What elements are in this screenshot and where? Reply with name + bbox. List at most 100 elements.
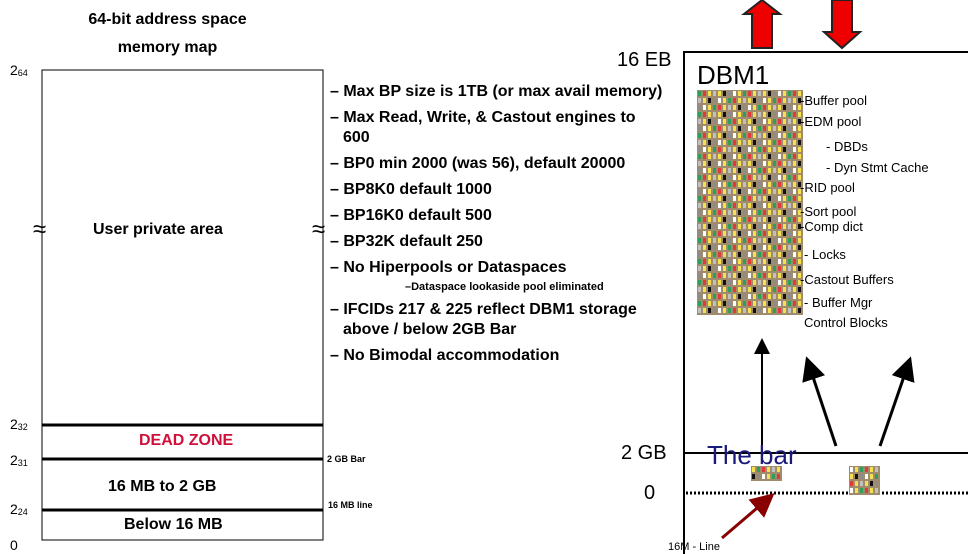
cell <box>793 231 796 236</box>
cell <box>728 294 731 299</box>
cell <box>733 266 736 271</box>
cell <box>763 203 766 208</box>
cell <box>713 154 716 159</box>
cell <box>768 203 771 208</box>
cell <box>733 196 736 201</box>
cell <box>773 280 776 285</box>
cell <box>798 252 801 257</box>
cell <box>713 224 716 229</box>
cell <box>743 252 746 257</box>
cell <box>748 147 751 152</box>
cell <box>698 105 701 110</box>
cell <box>703 196 706 201</box>
cell <box>748 266 751 271</box>
cell <box>728 140 731 145</box>
base: 2 <box>10 501 18 517</box>
cell <box>798 245 801 250</box>
cell <box>718 280 721 285</box>
cell <box>703 105 706 110</box>
cell <box>703 252 706 257</box>
cell <box>753 238 756 243</box>
cell <box>773 140 776 145</box>
cell <box>778 301 781 306</box>
cell <box>723 140 726 145</box>
cell <box>753 133 756 138</box>
cell <box>783 217 786 222</box>
cell <box>763 105 766 110</box>
cell <box>773 105 776 110</box>
bullet: – Max Read, Write, & Castout engines to … <box>330 108 665 148</box>
cell <box>768 238 771 243</box>
cell <box>763 245 766 250</box>
cell <box>733 119 736 124</box>
cell <box>733 210 736 215</box>
cell <box>743 196 746 201</box>
cell <box>788 98 791 103</box>
cell <box>738 238 741 243</box>
cell <box>728 133 731 138</box>
cell <box>748 126 751 131</box>
cell <box>768 266 771 271</box>
cell <box>870 474 873 479</box>
cell <box>748 182 751 187</box>
cell <box>738 308 741 313</box>
cell <box>778 119 781 124</box>
cell <box>743 189 746 194</box>
pool-label: -Sort pool <box>800 204 856 219</box>
cell <box>753 175 756 180</box>
cell <box>773 112 776 117</box>
cell <box>713 105 716 110</box>
cell <box>738 210 741 215</box>
cell <box>783 245 786 250</box>
cell <box>763 175 766 180</box>
cell <box>773 273 776 278</box>
cell <box>708 210 711 215</box>
cell <box>855 488 858 493</box>
cell <box>713 301 716 306</box>
cell <box>713 273 716 278</box>
cell <box>718 294 721 299</box>
cell <box>753 119 756 124</box>
cell <box>768 217 771 222</box>
cell <box>708 147 711 152</box>
cell <box>783 266 786 271</box>
cell <box>738 119 741 124</box>
cell <box>728 196 731 201</box>
cell <box>870 488 873 493</box>
cell <box>783 98 786 103</box>
cell <box>698 175 701 180</box>
cell <box>703 189 706 194</box>
cell <box>713 210 716 215</box>
cell <box>768 98 771 103</box>
cell <box>698 168 701 173</box>
region-label: DEAD ZONE <box>139 432 233 450</box>
cell <box>708 119 711 124</box>
cell <box>798 161 801 166</box>
cell <box>738 98 741 103</box>
cell <box>793 126 796 131</box>
cell <box>753 154 756 159</box>
cell <box>758 224 761 229</box>
cell <box>723 252 726 257</box>
cell <box>753 224 756 229</box>
cell <box>733 147 736 152</box>
arrow <box>880 362 909 446</box>
cell <box>783 308 786 313</box>
cell <box>708 196 711 201</box>
cell <box>768 161 771 166</box>
cell <box>723 112 726 117</box>
cell <box>773 252 776 257</box>
cell <box>768 273 771 278</box>
cell <box>783 126 786 131</box>
cell <box>778 217 781 222</box>
cell <box>783 301 786 306</box>
cell <box>723 224 726 229</box>
cell <box>793 245 796 250</box>
cell <box>793 161 796 166</box>
bullet-list: – Max BP size is 1TB (or max avail memor… <box>330 82 665 372</box>
cell <box>798 196 801 201</box>
cell <box>713 91 716 96</box>
cell <box>703 245 706 250</box>
cell <box>708 287 711 292</box>
cell <box>708 224 711 229</box>
